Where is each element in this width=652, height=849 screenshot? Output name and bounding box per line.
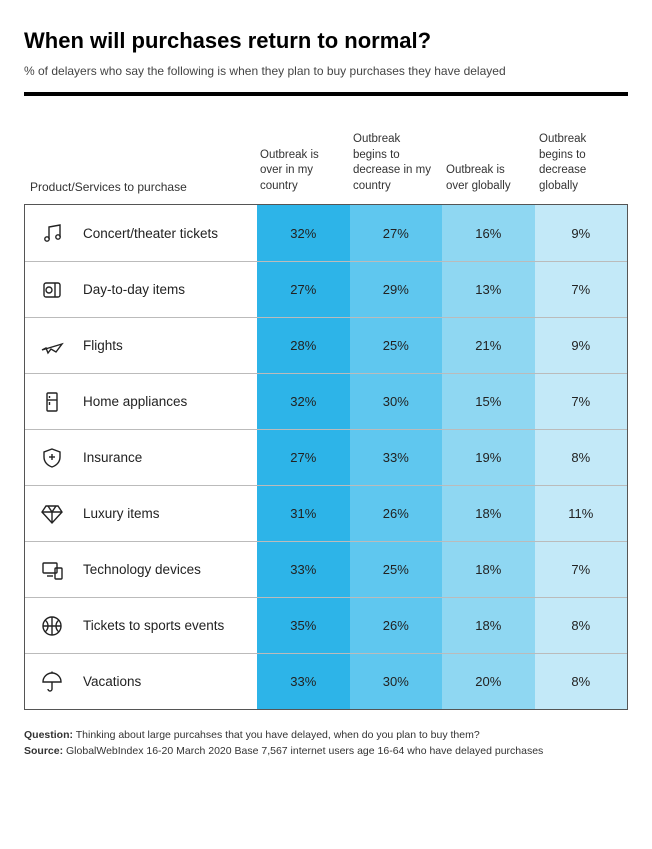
- table-body: Concert/theater tickets32%27%16%9%Day-to…: [24, 204, 628, 710]
- table-row: Luxury items 31%26%18%11%: [25, 485, 627, 541]
- cell: 30%: [350, 654, 443, 709]
- subtitle: % of delayers who say the following is w…: [24, 64, 628, 78]
- row-name: Insurance: [83, 450, 142, 465]
- cell: 33%: [350, 430, 443, 485]
- cell: 9%: [535, 205, 628, 261]
- row-name: Concert/theater tickets: [83, 226, 218, 241]
- table-row: Flights 28%25%21%9%: [25, 317, 627, 373]
- col-header: Outbreak is over in my country: [256, 148, 349, 195]
- col-header: Outbreak begins to decrease in my countr…: [349, 132, 442, 194]
- footer: Question: Thinking about large purcahses…: [24, 728, 628, 760]
- cell: 27%: [257, 262, 350, 317]
- cell: 27%: [257, 430, 350, 485]
- cell: 27%: [350, 205, 443, 261]
- footer-source: GlobalWebIndex 16-20 March 2020 Base 7,5…: [63, 745, 543, 757]
- row-name: Tickets to sports events: [83, 618, 224, 633]
- plane-icon: [39, 333, 65, 359]
- cell: 13%: [442, 262, 535, 317]
- cell: 7%: [535, 374, 628, 429]
- umbrella-icon: [39, 669, 65, 695]
- cell: 25%: [350, 318, 443, 373]
- row-label: Concert/theater tickets: [25, 205, 257, 261]
- footer-source-label: Source:: [24, 745, 63, 757]
- cell: 33%: [257, 542, 350, 597]
- cell: 25%: [350, 542, 443, 597]
- col-header: Outbreak is over globally: [442, 163, 535, 194]
- row-name: Luxury items: [83, 506, 160, 521]
- cell: 32%: [257, 205, 350, 261]
- row-label: Technology devices: [25, 542, 257, 597]
- devices-icon: [39, 557, 65, 583]
- row-name: Technology devices: [83, 562, 201, 577]
- cell: 15%: [442, 374, 535, 429]
- shield-icon: [39, 445, 65, 471]
- row-name: Flights: [83, 338, 123, 353]
- cell: 18%: [442, 598, 535, 653]
- footer-question: Thinking about large purcahses that you …: [73, 729, 480, 741]
- cell: 7%: [535, 262, 628, 317]
- cell: 9%: [535, 318, 628, 373]
- diamond-icon: [39, 501, 65, 527]
- row-label: Home appliances: [25, 374, 257, 429]
- cell: 21%: [442, 318, 535, 373]
- table-row: Day-to-day items 27%29%13%7%: [25, 261, 627, 317]
- cell: 32%: [257, 374, 350, 429]
- fridge-icon: [39, 389, 65, 415]
- cell: 19%: [442, 430, 535, 485]
- footer-question-label: Question:: [24, 729, 73, 741]
- cell: 18%: [442, 486, 535, 541]
- cell: 31%: [257, 486, 350, 541]
- row-name: Home appliances: [83, 394, 187, 409]
- cell: 30%: [350, 374, 443, 429]
- cell: 11%: [535, 486, 628, 541]
- row-label: Day-to-day items: [25, 262, 257, 317]
- table-row: Technology devices 33%25%18%7%: [25, 541, 627, 597]
- cell: 16%: [442, 205, 535, 261]
- cell: 29%: [350, 262, 443, 317]
- music-icon: [39, 220, 65, 246]
- cell: 28%: [257, 318, 350, 373]
- table-row: Tickets to sports events 35%26%18%8%: [25, 597, 627, 653]
- row-label: Vacations: [25, 654, 257, 709]
- row-label: Flights: [25, 318, 257, 373]
- row-label: Insurance: [25, 430, 257, 485]
- cell: 7%: [535, 542, 628, 597]
- cell: 18%: [442, 542, 535, 597]
- table-row: Vacations 33%30%20%8%: [25, 653, 627, 709]
- row-label: Luxury items: [25, 486, 257, 541]
- table-row: Concert/theater tickets 32%27%16%9%: [25, 205, 627, 261]
- cell: 8%: [535, 430, 628, 485]
- table-row: Home appliances 32%30%15%7%: [25, 373, 627, 429]
- cell: 33%: [257, 654, 350, 709]
- table-row: Insurance 27%33%19%8%: [25, 429, 627, 485]
- cell: 26%: [350, 598, 443, 653]
- row-label: Tickets to sports events: [25, 598, 257, 653]
- cell: 26%: [350, 486, 443, 541]
- table-header: Product/Services to purchase Outbreak is…: [24, 132, 628, 204]
- cell: 8%: [535, 654, 628, 709]
- row-label-header: Product/Services to purchase: [24, 180, 256, 194]
- page-title: When will purchases return to normal?: [24, 28, 628, 54]
- cell: 20%: [442, 654, 535, 709]
- col-header: Outbreak begins to decrease globally: [535, 132, 628, 194]
- divider: [24, 92, 628, 96]
- cell: 35%: [257, 598, 350, 653]
- row-name: Vacations: [83, 674, 141, 689]
- basketball-icon: [39, 613, 65, 639]
- data-table: Product/Services to purchase Outbreak is…: [24, 132, 628, 710]
- cell: 8%: [535, 598, 628, 653]
- row-name: Day-to-day items: [83, 282, 185, 297]
- toilet-icon: [39, 277, 65, 303]
